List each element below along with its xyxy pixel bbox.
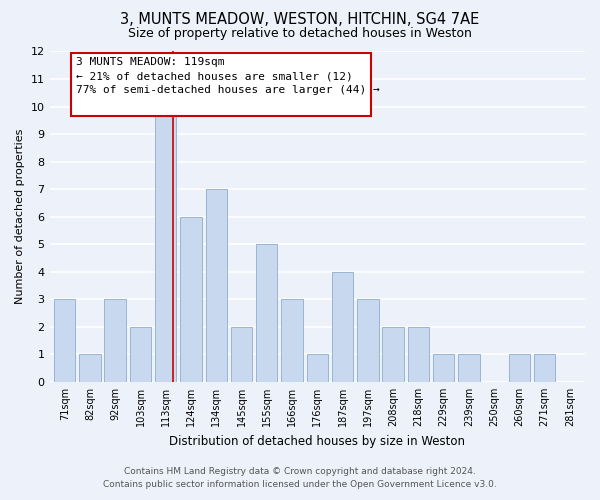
Text: Contains HM Land Registry data © Crown copyright and database right 2024.
Contai: Contains HM Land Registry data © Crown c… <box>103 467 497 489</box>
Bar <box>130 327 151 382</box>
Bar <box>382 327 404 382</box>
Bar <box>458 354 479 382</box>
Y-axis label: Number of detached properties: Number of detached properties <box>15 129 25 304</box>
Bar <box>206 189 227 382</box>
Bar <box>180 216 202 382</box>
X-axis label: Distribution of detached houses by size in Weston: Distribution of detached houses by size … <box>169 434 465 448</box>
Bar <box>281 300 303 382</box>
Bar <box>54 300 76 382</box>
Bar <box>155 106 176 382</box>
Bar <box>79 354 101 382</box>
Text: 3, MUNTS MEADOW, WESTON, HITCHIN, SG4 7AE: 3, MUNTS MEADOW, WESTON, HITCHIN, SG4 7A… <box>121 12 479 28</box>
Bar <box>307 354 328 382</box>
FancyBboxPatch shape <box>71 53 371 116</box>
Bar <box>256 244 277 382</box>
Bar <box>332 272 353 382</box>
Bar <box>231 327 252 382</box>
Text: Size of property relative to detached houses in Weston: Size of property relative to detached ho… <box>128 28 472 40</box>
Text: 3 MUNTS MEADOW: 119sqm
← 21% of detached houses are smaller (12)
77% of semi-det: 3 MUNTS MEADOW: 119sqm ← 21% of detached… <box>76 57 380 95</box>
Bar <box>509 354 530 382</box>
Bar <box>104 300 126 382</box>
Bar <box>433 354 454 382</box>
Bar <box>534 354 556 382</box>
Bar <box>357 300 379 382</box>
Bar <box>407 327 429 382</box>
